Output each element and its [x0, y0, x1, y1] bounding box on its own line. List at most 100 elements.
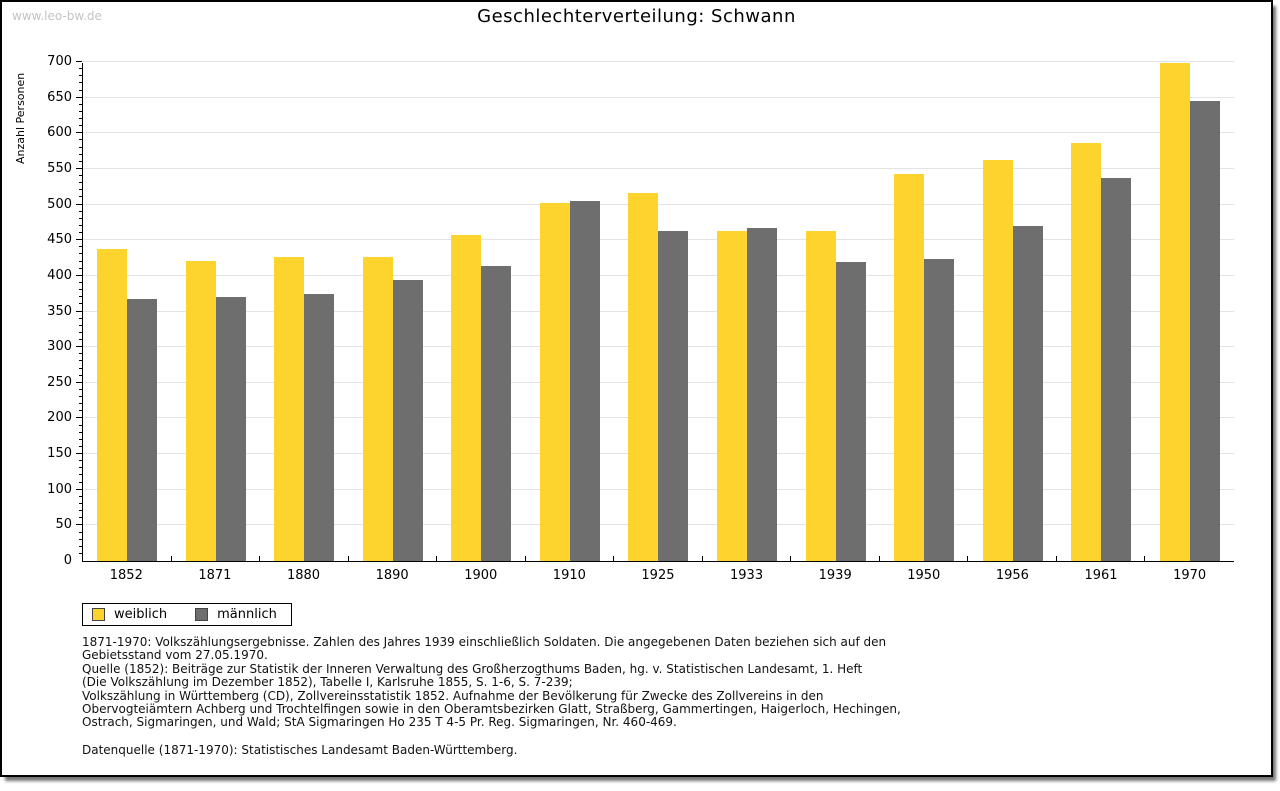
y-axis-tick [79, 139, 82, 141]
legend: weiblich männlich [82, 603, 292, 626]
bar-weiblich-1925 [628, 193, 659, 561]
y-axis-tick [79, 282, 82, 283]
bar-weiblich-1852 [97, 249, 128, 561]
gridline [83, 96, 1234, 98]
y-axis-tick [79, 517, 82, 519]
bar-männlich-1925 [658, 230, 689, 561]
bar-weiblich-1890 [362, 256, 393, 561]
y-axis-tick [79, 467, 82, 469]
bar-männlich-1910 [569, 201, 600, 561]
x-tick-label-1961: 1961 [1084, 568, 1118, 583]
x-tick-label-1890: 1890 [375, 568, 409, 583]
y-axis-tick [79, 246, 82, 248]
bar-group-1900 [437, 63, 526, 561]
y-axis-tick [79, 317, 82, 319]
y-tick-label: 250 [47, 374, 72, 390]
y-axis-tick [79, 260, 82, 262]
x-axis-tick [347, 556, 349, 561]
y-axis-tick [76, 310, 82, 312]
y-axis-tick [79, 253, 82, 255]
y-tick-label: 100 [47, 481, 72, 497]
x-tick-label-1950: 1950 [907, 568, 941, 583]
y-axis-tick [79, 289, 82, 291]
x-tick-label-1871: 1871 [198, 568, 232, 583]
y-axis-tick [79, 303, 82, 305]
y-tick-label: 50 [55, 517, 72, 533]
bar-weiblich-1900 [451, 235, 482, 561]
y-tick-label: 450 [47, 232, 72, 248]
x-axis-tick [524, 556, 526, 561]
y-axis-tick [79, 232, 82, 234]
y-axis-tick [79, 374, 82, 376]
y-axis-tick [79, 110, 82, 112]
y-tick-label: 700 [47, 54, 72, 69]
bar-weiblich-1910 [539, 203, 570, 561]
y-axis-tick [79, 431, 82, 433]
y-axis-tick [79, 360, 82, 362]
bar-männlich-1970 [1189, 100, 1220, 561]
x-axis-tick [170, 556, 172, 561]
y-axis-tick [79, 445, 82, 447]
y-tick-label: 600 [47, 125, 72, 141]
bar-group-1950 [880, 63, 969, 561]
y-axis-tick [79, 210, 82, 212]
y-axis-tick [79, 103, 82, 105]
y-axis-tick [79, 510, 82, 512]
bar-group-1956 [968, 63, 1057, 561]
y-axis-tick [79, 324, 82, 326]
footnote-line: 1871-1970: Volkszählungsergebnisse. Zahl… [82, 635, 887, 649]
legend-swatch-männlich [195, 608, 209, 621]
y-axis-tick [76, 488, 82, 490]
y-tick-label: 650 [47, 89, 72, 105]
y-axis-tick [79, 153, 82, 155]
y-axis-tick [79, 182, 82, 184]
y-axis-tick [79, 68, 82, 70]
bar-männlich-1950 [924, 259, 955, 561]
y-tick-label: 350 [47, 303, 72, 319]
y-axis-tick [76, 524, 82, 526]
y-axis-title: Anzahl Personen [14, 72, 27, 164]
y-axis-tick [79, 189, 82, 191]
bar-weiblich-1871 [185, 260, 216, 561]
y-axis-tick [76, 346, 82, 348]
x-axis-tick [613, 556, 615, 561]
bar-weiblich-1950 [894, 173, 925, 561]
bar-groups [83, 63, 1234, 561]
gridline [83, 203, 1234, 205]
x-tick-label-1939: 1939 [818, 568, 852, 583]
y-axis-tick [79, 502, 82, 504]
bar-männlich-1852 [127, 298, 158, 561]
y-axis-tick [79, 217, 82, 219]
bar-männlich-1880 [304, 293, 335, 561]
y-axis-tick [79, 146, 82, 148]
y-axis-tick [76, 96, 82, 98]
x-axis-labels: 1852 1871 1880 1890 1900 1910 1925 1933 1939 1950… [82, 568, 1234, 583]
y-axis-tick [76, 453, 82, 455]
bar-group-1933 [703, 63, 792, 561]
legend-item-weiblich: weiblich [92, 607, 167, 622]
y-axis-tick [79, 125, 82, 127]
y-axis-tick [79, 296, 82, 298]
y-axis-tick [79, 424, 82, 426]
x-axis-tick [967, 556, 969, 561]
x-axis-tick [701, 556, 703, 561]
y-axis-tick [79, 495, 82, 497]
y-tick-label: 150 [47, 446, 72, 462]
y-axis-tick [76, 417, 82, 419]
y-tick-label: 200 [47, 410, 72, 426]
gridline [83, 167, 1234, 169]
y-axis-tick [79, 160, 82, 162]
bar-männlich-1933 [746, 228, 777, 561]
y-axis-tick [76, 132, 82, 134]
x-tick-label-1900: 1900 [464, 568, 498, 583]
bar-weiblich-1939 [805, 230, 836, 561]
bar-group-1939 [791, 63, 880, 561]
y-axis-tick [79, 460, 82, 462]
footnote-line: Quelle (1852): Beiträge zur Statistik de… [82, 661, 863, 676]
y-tick-label: 0 [63, 553, 72, 568]
footnote-line: Gebietsstand vom 27.05.1970. [82, 648, 268, 663]
bar-group-1910 [526, 63, 615, 561]
x-tick-label-1852: 1852 [109, 568, 143, 583]
footnote-line: Ostrach, Sigmaringen, und Wald; StA Sigm… [82, 715, 677, 730]
y-axis-tick [79, 388, 82, 390]
